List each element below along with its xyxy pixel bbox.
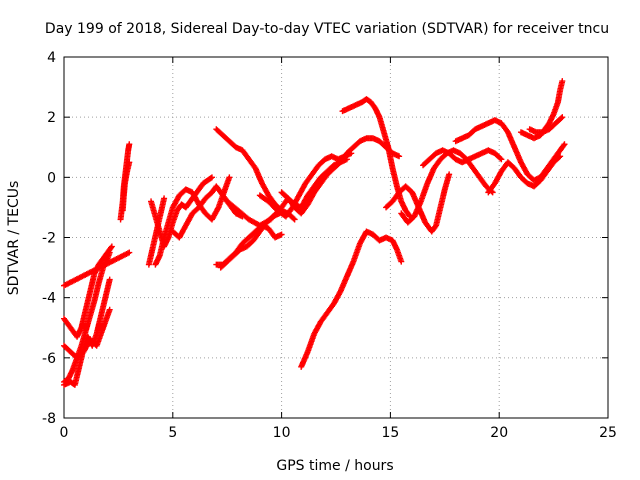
x-tick-label: 10 [273,425,291,441]
data-point [406,212,413,219]
data-point [291,216,298,223]
x-tick-label: 15 [381,425,399,441]
chart-title: Day 199 of 2018, Sidereal Day-to-day VTE… [45,21,609,37]
series-steep-11h [298,228,405,370]
data-point [398,258,405,265]
y-tick-label: -6 [42,351,56,367]
data-point [561,141,568,148]
data-point [106,306,113,313]
data-point [497,155,504,162]
data-point [126,141,133,148]
data-point [559,114,566,121]
y-tick-label: 4 [47,50,56,66]
series-early-low [61,306,113,361]
data-point [396,153,403,160]
grid-lines [64,57,608,418]
data-point [278,231,285,238]
data-point [498,156,505,163]
axes [63,56,609,419]
series-late-rise [517,78,566,142]
y-axis-label: SDTVAR / TECUs [6,181,22,296]
data-point [226,174,233,181]
data-point [432,223,439,230]
data-point [207,175,214,182]
x-tick-label: 0 [60,425,69,441]
data-point [557,153,564,160]
data-point [560,142,567,149]
x-tick-label: 25 [599,425,617,441]
data-point [161,195,168,202]
data-point [108,244,115,251]
y-tick-label: -4 [42,291,56,307]
series-morning-isolated [145,195,168,268]
series-arc-7h [213,126,298,223]
y-tick-label: -2 [42,231,56,247]
series-evening-a [420,147,505,169]
tick-labels: 0 5 10 15 20 25 -8 -6 -4 -2 0 2 4 [42,50,617,441]
y-tick-label: 2 [47,110,56,126]
series-early-falling [61,243,115,340]
data-point [559,78,566,85]
series-peak-13h [339,96,413,220]
series-steep-3h-b [119,159,133,214]
y-tick-label: -8 [42,411,56,427]
data-point [558,115,565,122]
x-axis-label: GPS time / hours [276,458,393,474]
series-evening-c [485,153,564,196]
x-tick-label: 5 [168,425,177,441]
data-point [446,171,453,178]
data-point [106,276,113,283]
series-late-rise-b [526,114,566,136]
data-point [208,174,215,181]
data-point [126,249,133,256]
data-point [556,154,563,161]
data-point [108,243,115,250]
series-early-isolated [61,249,133,289]
data-point [126,159,133,166]
data-points [61,78,568,388]
x-tick-label: 20 [490,425,508,441]
data-point [290,215,297,222]
y-tick-label: 0 [47,170,56,186]
